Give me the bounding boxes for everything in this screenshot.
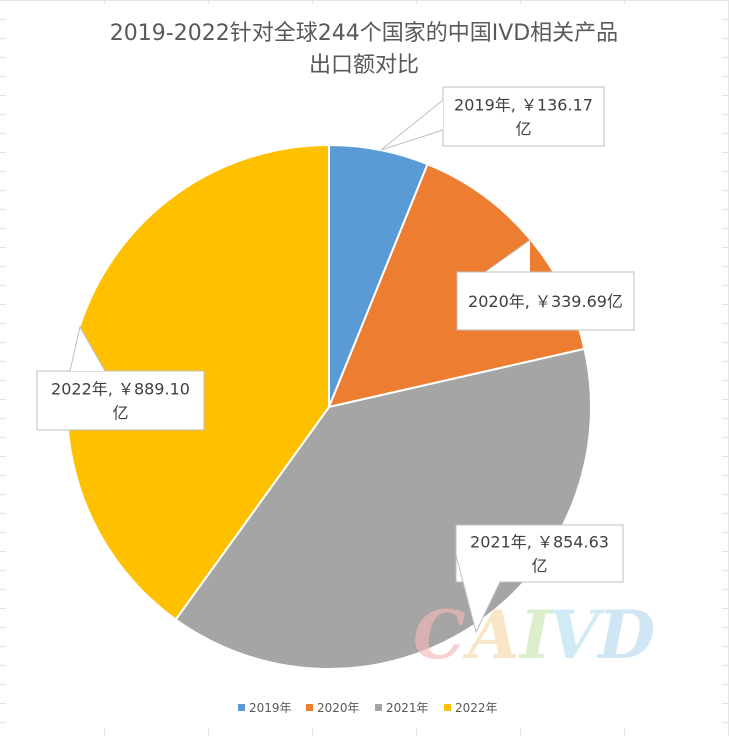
data-label-2020: 2020年, ￥339.69亿 [456, 239, 635, 331]
legend-swatch-2019 [238, 704, 245, 711]
legend: 2019年 2020年 2021年 2022年 [238, 701, 498, 715]
caivd-watermark: C A I V D [413, 596, 655, 674]
data-label-2020-line-1: 2020年, ￥339.69亿 [468, 292, 623, 311]
legend-label-2022: 2022年 [455, 701, 498, 715]
chart-title-line-1: 2019-2022针对全球244个国家的中国IVD相关产品 [110, 21, 618, 46]
data-label-2021-line-1: 2021年, ￥854.63 [470, 533, 609, 552]
chart-title-line-2: 出口额对比 [309, 53, 419, 78]
svg-text:I: I [518, 596, 553, 674]
data-label-2019-line-1: 2019年, ￥136.17 [454, 96, 593, 115]
svg-text:V: V [548, 596, 605, 674]
legend-label-2021: 2021年 [386, 701, 429, 715]
legend-swatch-2021 [375, 704, 382, 711]
legend-swatch-2020 [306, 704, 313, 711]
data-label-callouts: 2019年, ￥136.17 亿 2020年, ￥339.69亿 2021年, ￥85… [36, 86, 635, 634]
data-label-2022-line-2: 亿 [112, 404, 128, 423]
data-label-2019-line-2: 亿 [515, 120, 531, 139]
legend-swatch-2022 [444, 704, 451, 711]
legend-item-2022: 2022年 [444, 701, 498, 715]
data-label-2019: 2019年, ￥136.17 亿 [380, 86, 605, 151]
data-label-2022: 2022年, ￥889.10 亿 [36, 325, 205, 431]
data-label-2022-line-1: 2022年, ￥889.10 [51, 380, 190, 399]
data-label-2021: 2021年, ￥854.63 亿 [455, 524, 624, 634]
data-label-2021-line-2: 亿 [531, 557, 547, 576]
legend-label-2019: 2019年 [249, 701, 292, 715]
svg-text:C: C [413, 596, 466, 674]
legend-item-2020: 2020年 [306, 701, 360, 715]
legend-item-2021: 2021年 [375, 701, 429, 715]
svg-text:D: D [596, 596, 655, 674]
legend-label-2020: 2020年 [317, 701, 360, 715]
legend-item-2019: 2019年 [238, 701, 292, 715]
